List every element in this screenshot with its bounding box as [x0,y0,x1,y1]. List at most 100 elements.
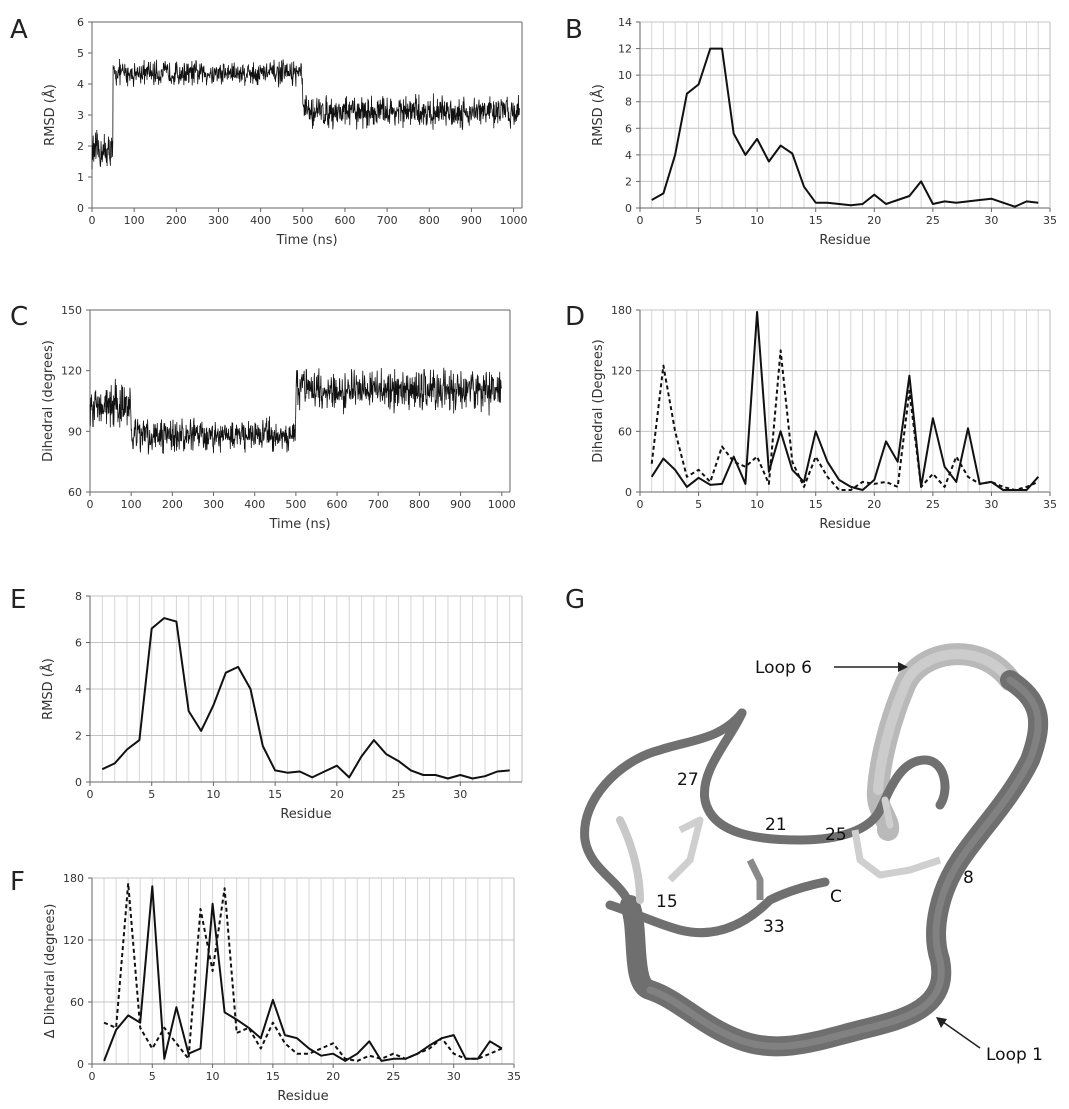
x-tick-label: 700 [368,498,389,511]
x-tick-label: 20 [867,498,881,511]
plots-layer: 0 100 200 300 400 500 600 700 800 900 10000123456T… [40,16,1057,1104]
y-tick-label: 8 [75,590,82,603]
series-line-dashed [103,882,503,1062]
x-tick-label: 0 [637,498,644,511]
x-tick-label: 800 [409,498,430,511]
y-tick-label: 4 [77,78,84,91]
y-tick-label: 2 [75,730,82,743]
x-tick-label: 5 [695,498,702,511]
x-tick-label: 300 [208,214,229,227]
x-tick-label: 500 [285,498,306,511]
x-tick-label: 35 [1043,498,1057,511]
x-tick-label: 15 [809,214,823,227]
panel-letter-b: B [565,15,583,45]
panel-a: 0 100 200 300 400 500 600 700 800 900 1000 0 1 2 3 4 5 6 T… [42,16,528,248]
y-tick-label: 3 [77,109,84,122]
x-tick-label: 5 [148,788,155,801]
label-res-8: 8 [963,868,974,888]
y-tick-label: 180 [63,872,84,885]
y-tick-label: 10 [618,69,632,82]
series-line-solid [101,617,510,780]
label-loop6: Loop 6 [755,658,812,678]
y-tick-label: 2 [77,140,84,153]
panel-letter-c: C [10,302,28,332]
x-tick-label: 10 [206,788,220,801]
trace-line [91,58,520,170]
x-tick-label: 25 [386,1070,400,1083]
series-line-solid [103,885,503,1062]
x-tick-label: 800 [419,214,440,227]
x-tick-label: 1000 [500,214,528,227]
y-tick-label: 0 [75,776,82,789]
y-tick-label: 5 [77,47,84,60]
x-tick-label: 0 [87,788,94,801]
x-tick-label: 30 [984,498,998,511]
x-tick-label: 900 [461,214,482,227]
x-tick-label: 400 [244,498,265,511]
label-loop1: Loop 1 [986,1045,1043,1065]
y-tick-label: 0 [77,202,84,215]
x-tick-label: 200 [166,214,187,227]
x-axis-label: Residue [280,807,331,822]
loop1-arrowhead [936,1017,947,1028]
x-tick-label: 15 [809,498,823,511]
y-axis-label: Δ Dihedral (degrees) [43,904,58,1039]
label-res-25: 25 [825,825,847,845]
sidechain-stub [881,796,894,829]
x-tick-label: 20 [326,1070,340,1083]
loop6-highlight [873,649,1015,795]
x-tick-label: 0 [87,498,94,511]
label-res-33: 33 [763,917,785,937]
label-res-27: 27 [677,770,699,790]
x-tick-label: 10 [206,1070,220,1083]
x-tick-label: 100 [124,214,145,227]
y-tick-label: 0 [77,1058,84,1071]
x-tick-label: 35 [507,1070,521,1083]
x-tick-label: 300 [203,498,224,511]
x-tick-label: 5 [149,1070,156,1083]
x-axis-label: Time (ns) [268,517,330,532]
x-tick-label: 5 [695,214,702,227]
x-tick-label: 900 [450,498,471,511]
x-axis-label: Time (ns) [275,233,337,248]
x-tick-label: 30 [984,214,998,227]
label-res-15: 15 [656,892,678,912]
y-tick-label: 4 [625,149,632,162]
y-axis-label: Dihedral (degrees) [41,340,56,462]
panel-d: 0 5 10 15 20 25 30 35 0 60 120 180 Residue Dihedral (… [591,304,1057,532]
panel-f: 0 5 10 15 20 25 30 35 0 60 120 180 Residue Δ Dihedral… [43,872,521,1104]
panel-c: 0 100 200 300 400 500 600 700 800 900 1000 60 90 120 1… [41,304,516,532]
series-line-dashed [650,349,1039,491]
y-tick-label: 120 [63,934,84,947]
y-axis-label: RMSD (Å) [590,84,606,146]
y-tick-label: 6 [77,16,84,29]
y-tick-label: 0 [625,486,632,499]
series-line-solid [650,311,1040,491]
x-axis-label: Residue [819,517,870,532]
x-tick-label: 1000 [488,498,516,511]
panel-letter-g: G [565,585,585,615]
x-tick-label: 10 [750,498,764,511]
y-tick-label: 14 [618,16,632,29]
y-tick-label: 180 [611,304,632,317]
loop1-arrow-line [942,1021,981,1049]
panel-letter-a: A [10,15,28,45]
x-tick-label: 700 [377,214,398,227]
y-tick-label: 150 [61,304,82,317]
x-tick-label: 25 [926,498,940,511]
x-tick-label: 30 [447,1070,461,1083]
panel-b: 0 5 10 15 20 25 30 35 0 2 4 6 8 10 12 14 Residue RMSD (Å) [590,16,1057,248]
x-tick-label: 500 [292,214,313,227]
x-tick-label: 20 [867,214,881,227]
x-tick-label: 0 [637,214,644,227]
x-axis-label: Residue [277,1089,328,1104]
molecule-structure: Loop 6 Loop 1 27 21 25 8 15 33 C [580,643,1049,1065]
y-tick-label: 60 [70,996,84,1009]
x-tick-label: 15 [268,788,282,801]
label-c-terminus: C [830,887,842,907]
x-tick-label: 400 [250,214,271,227]
y-tick-label: 12 [618,43,632,56]
panel-e: 0 5 10 15 20 25 30 0 2 4 6 8 Residue RMSD (Å) [40,590,523,822]
x-tick-label: 20 [330,788,344,801]
